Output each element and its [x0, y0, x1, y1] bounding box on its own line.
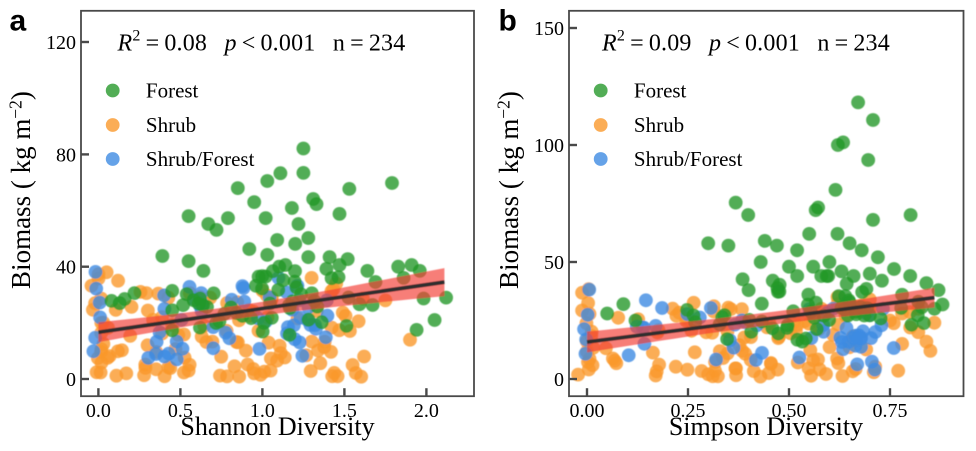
- svg-text:0.00: 0.00: [570, 400, 605, 422]
- svg-text:1.5: 1.5: [332, 400, 357, 422]
- svg-text:Shannon Diversity: Shannon Diversity: [180, 412, 374, 441]
- svg-text:0.25: 0.25: [671, 400, 706, 422]
- svg-text:0.75: 0.75: [873, 400, 908, 422]
- svg-text:R2 = 0.09 p < 0.001 n = 23: R2 = 0.09 p < 0.001 n = 234: [601, 28, 890, 57]
- svg-text:100: 100: [534, 135, 564, 157]
- svg-text:a: a: [10, 4, 27, 37]
- svg-text:Shrub/Forest: Shrub/Forest: [146, 147, 255, 171]
- svg-text:150: 150: [534, 18, 564, 40]
- svg-text:0: 0: [554, 369, 564, 391]
- svg-text:R2 = 0.08 p < 0.001 n = 23: R2 = 0.08 p < 0.001 n = 234: [117, 28, 406, 57]
- svg-text:80: 80: [56, 144, 76, 166]
- svg-text:Biomass ( kg m−2): Biomass ( kg m−2): [494, 91, 525, 289]
- svg-text:Simpson Diversity: Simpson Diversity: [669, 412, 863, 441]
- svg-text:Biomass ( kg m−2): Biomass ( kg m−2): [6, 91, 37, 289]
- svg-text:Forest: Forest: [146, 79, 199, 103]
- svg-text:Shrub: Shrub: [634, 113, 684, 137]
- svg-text:0.50: 0.50: [772, 400, 807, 422]
- svg-text:Forest: Forest: [634, 79, 687, 103]
- svg-text:2.0: 2.0: [414, 400, 439, 422]
- svg-text:b: b: [499, 4, 517, 37]
- svg-text:0.0: 0.0: [86, 400, 111, 422]
- svg-text:1.0: 1.0: [250, 400, 275, 422]
- svg-text:40: 40: [56, 257, 76, 279]
- svg-text:0.5: 0.5: [168, 400, 193, 422]
- svg-text:Shrub/Forest: Shrub/Forest: [634, 147, 743, 171]
- svg-text:50: 50: [544, 252, 564, 274]
- svg-text:120: 120: [46, 32, 76, 54]
- svg-text:0: 0: [66, 369, 76, 391]
- svg-text:Shrub: Shrub: [146, 113, 196, 137]
